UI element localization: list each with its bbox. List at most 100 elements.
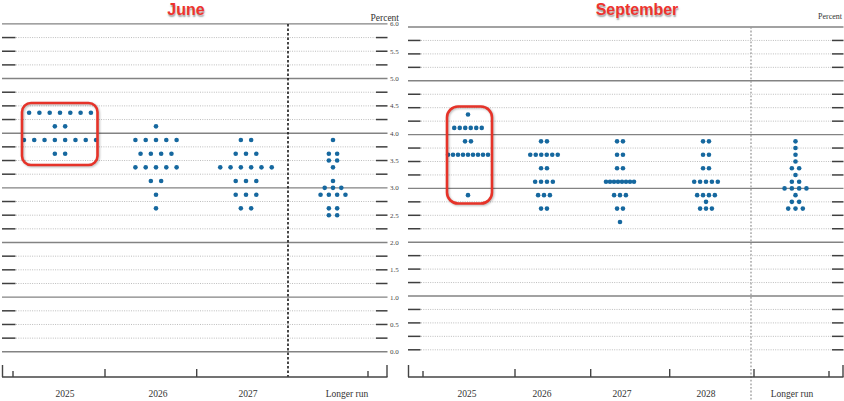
projection-dot [539, 179, 544, 184]
projection-dot [133, 138, 138, 143]
projection-dot [83, 138, 88, 143]
projection-dot [793, 173, 798, 178]
projection-dot [244, 151, 249, 156]
projection-dot [797, 166, 802, 171]
projection-dot [624, 179, 629, 184]
projection-dot [461, 152, 466, 157]
projection-dot [68, 110, 73, 115]
projection-dot [550, 152, 555, 157]
projection-dot [318, 192, 323, 197]
projection-dot [327, 151, 332, 156]
projection-dot [790, 166, 795, 171]
x-axis-year-label: 2028 [697, 389, 716, 399]
projection-dot [486, 152, 491, 157]
projection-dot [53, 124, 58, 129]
y-axis-label: 2.5 [390, 212, 399, 220]
projection-dot [228, 165, 233, 170]
projection-dot [704, 200, 709, 205]
projection-dot [32, 138, 37, 143]
projection-dot [159, 151, 164, 156]
projection-dot [701, 152, 706, 157]
projection-dot [707, 166, 712, 171]
y-axis-label: 5.0 [390, 75, 399, 83]
projection-dot [615, 152, 620, 157]
projection-dot [544, 152, 549, 157]
projection-dot [149, 151, 154, 156]
projection-dot [616, 179, 621, 184]
projection-dot [335, 192, 340, 197]
projection-dot [608, 179, 613, 184]
projection-dot [327, 158, 332, 163]
dot-column-2026 [133, 124, 179, 211]
x-axis-year-label: 2025 [458, 389, 477, 399]
projection-dot [615, 166, 620, 171]
projection-dot [468, 126, 473, 131]
projection-dot [790, 200, 795, 205]
projection-dot [335, 213, 340, 218]
projection-dot [628, 179, 633, 184]
projection-dot [790, 186, 795, 191]
y-axis-label: 3.0 [390, 184, 399, 192]
projection-dot [797, 179, 802, 184]
projection-dot [154, 138, 159, 143]
projection-dot [239, 165, 244, 170]
projection-dot [164, 165, 169, 170]
projection-dot [704, 206, 709, 211]
projection-dot [233, 151, 238, 156]
y-axis-label: 4.0 [390, 130, 399, 138]
projection-dot [701, 166, 706, 171]
projection-dot [804, 186, 809, 191]
projection-dot [621, 152, 626, 157]
projection-dot [254, 179, 259, 184]
dot-column-2027 [604, 139, 637, 224]
projection-dot [27, 110, 32, 115]
projection-dot [479, 126, 484, 131]
projection-dot [704, 179, 709, 184]
projection-dot [555, 152, 560, 157]
projection-dot [539, 139, 544, 144]
projection-dot [37, 110, 42, 115]
projection-dot [528, 152, 533, 157]
projection-dot [463, 126, 468, 131]
gridlines [408, 27, 844, 350]
projection-dot [797, 200, 802, 205]
projection-dot [471, 152, 476, 157]
projection-dot [53, 151, 58, 156]
projection-dot [604, 179, 609, 184]
projection-dot [335, 151, 340, 156]
projection-dot [533, 179, 538, 184]
projection-dot [713, 193, 718, 198]
projection-dot [133, 165, 138, 170]
projection-dot [249, 206, 254, 211]
projection-dot [548, 193, 553, 198]
projection-dot [331, 179, 336, 184]
projection-dot [249, 165, 254, 170]
projection-dot [47, 110, 52, 115]
projection-dot [542, 193, 547, 198]
projection-dot [551, 179, 556, 184]
projection-dot [612, 179, 617, 184]
x-axis-year-label: Longer run [326, 389, 369, 399]
projection-dot [244, 192, 249, 197]
projection-dot [63, 124, 68, 129]
projection-dot [154, 165, 159, 170]
projection-dot [239, 138, 244, 143]
x-axis-year-label: 2025 [56, 389, 75, 399]
y-axis-label: 0.5 [390, 321, 399, 329]
projection-dot [545, 139, 550, 144]
projection-dot [545, 166, 550, 171]
projection-dot [254, 192, 259, 197]
projection-dot [466, 152, 471, 157]
projection-dot [331, 186, 336, 191]
projection-dot [621, 139, 626, 144]
projection-dot [545, 179, 550, 184]
y-axis-label: 2.0 [390, 239, 399, 247]
projection-dot [174, 138, 179, 143]
projection-dot [632, 179, 637, 184]
projection-dot [164, 138, 169, 143]
dot-plot-svg: 6.05.55.04.54.03.53.02.52.01.51.00.50.02… [0, 0, 844, 401]
projection-dot [793, 206, 798, 211]
projection-dot [698, 206, 703, 211]
projection-dot [154, 124, 159, 129]
projection-dot [53, 138, 58, 143]
